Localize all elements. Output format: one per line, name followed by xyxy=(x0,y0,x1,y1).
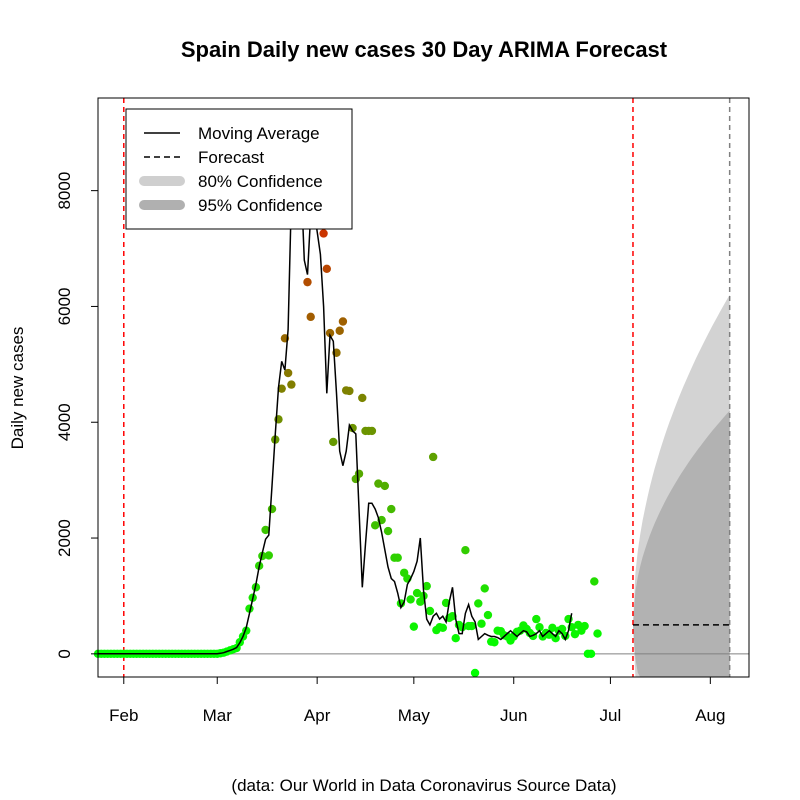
y-axis-label: Daily new cases xyxy=(8,327,27,450)
data-point xyxy=(267,504,277,514)
data-point xyxy=(319,229,328,238)
data-point xyxy=(535,623,544,632)
data-point xyxy=(393,553,402,562)
data-point xyxy=(461,545,470,555)
x-tick-label-jun: Jun xyxy=(500,706,527,725)
data-point xyxy=(490,638,499,647)
chart-title: Spain Daily new cases 30 Day ARIMA Forec… xyxy=(181,37,668,62)
data-point xyxy=(590,577,599,586)
y-tick-label-6000: 6000 xyxy=(55,288,74,326)
data-point xyxy=(409,622,419,631)
legend: Moving Average Forecast 80% Confidence 9… xyxy=(125,108,353,230)
data-point xyxy=(532,614,541,624)
data-point xyxy=(474,599,483,608)
data-point xyxy=(406,595,415,604)
data-point xyxy=(370,521,380,530)
moving-average-line xyxy=(98,135,573,655)
data-point xyxy=(287,380,296,389)
data-point xyxy=(551,634,560,643)
data-point xyxy=(387,504,396,514)
data-point xyxy=(383,526,393,536)
data-source-caption: (data: Our World in Data Coronavirus Sou… xyxy=(231,776,616,795)
data-point xyxy=(345,386,354,396)
data-point xyxy=(593,629,602,638)
data-point xyxy=(283,368,293,378)
data-point xyxy=(335,326,344,335)
data-point xyxy=(422,581,431,591)
plot-frame xyxy=(97,97,750,678)
y-tick-label-8000: 8000 xyxy=(55,172,74,210)
data-point xyxy=(322,264,332,274)
data-point xyxy=(570,629,580,639)
y-tick-label-0: 0 xyxy=(55,649,74,658)
data-point xyxy=(338,317,348,326)
x-tick-label-jul: Jul xyxy=(600,706,622,725)
legend-label-moving-average: Moving Average xyxy=(198,124,320,143)
data-point xyxy=(586,649,596,659)
legend-label-forecast: Forecast xyxy=(198,148,264,167)
y-axis: 0 2000 4000 6000 8000 xyxy=(55,172,98,659)
vertical-reference-lines xyxy=(123,98,731,677)
data-point xyxy=(329,437,338,447)
data-point xyxy=(374,479,383,488)
data-point xyxy=(380,481,390,491)
data-point xyxy=(428,452,438,462)
x-tick-label-mar: Mar xyxy=(203,706,233,725)
data-point xyxy=(261,525,270,535)
x-axis: Feb Mar Apr May Jun Jul Aug xyxy=(109,677,725,725)
data-point xyxy=(354,469,364,478)
data-point xyxy=(480,584,489,593)
data-point xyxy=(325,328,335,338)
y-tick-label-4000: 4000 xyxy=(55,403,74,441)
x-tick-label-apr: Apr xyxy=(304,706,331,725)
data-point xyxy=(412,588,422,598)
data-point xyxy=(467,621,477,631)
legend-label-ci95: 95% Confidence xyxy=(198,196,323,215)
data-point xyxy=(451,634,460,643)
x-tick-label-may: May xyxy=(398,706,431,725)
data-point xyxy=(367,426,377,436)
data-point xyxy=(580,621,589,631)
data-point xyxy=(438,623,448,632)
data-point xyxy=(470,668,480,678)
data-point xyxy=(425,606,435,616)
data-point xyxy=(483,610,493,620)
x-tick-label-feb: Feb xyxy=(109,706,138,725)
data-point xyxy=(303,277,312,287)
x-tick-label-aug: Aug xyxy=(695,706,725,725)
confidence-band-95 xyxy=(633,410,730,677)
data-point xyxy=(477,619,486,628)
data-point xyxy=(306,312,315,322)
legend-label-ci80: 80% Confidence xyxy=(198,172,323,191)
data-point xyxy=(548,623,557,632)
y-tick-label-2000: 2000 xyxy=(55,519,74,557)
data-point xyxy=(264,551,274,560)
data-point xyxy=(358,393,367,403)
data-point xyxy=(277,384,286,393)
